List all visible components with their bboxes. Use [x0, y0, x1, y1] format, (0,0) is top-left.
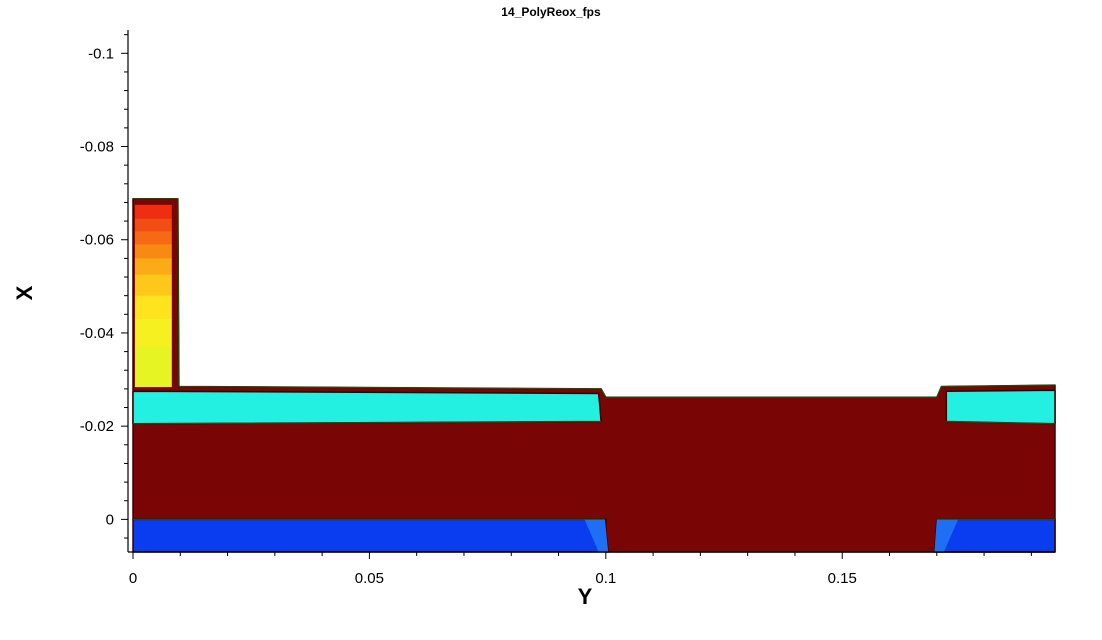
outlines-layer [132, 198, 1056, 520]
interface-outline-3 [946, 421, 1056, 425]
silicon-left-highlight [584, 519, 609, 552]
interface-outline-1 [133, 198, 1056, 398]
y-axis-title: X [12, 285, 37, 300]
x-tick-label: 0.05 [355, 570, 384, 587]
y-tick-label: -0.06 [80, 232, 114, 249]
ticks-layer: 0 0.05 0.1 0.15 -0.1 -0.08 -0.06 -0.04 -0.02 0 [80, 34, 1032, 587]
regions-layer [132, 197, 1056, 553]
poly-band-2 [134, 218, 172, 232]
silicon-right-highlight [934, 519, 959, 552]
poly-band-9 [134, 346, 172, 388]
y-tick-label: -0.02 [80, 418, 114, 435]
poly-band-8 [134, 319, 172, 348]
x-tick-label: 0 [129, 570, 137, 587]
poly-band-4 [134, 244, 172, 259]
poly-band-1 [134, 204, 172, 220]
x-tick-label: 0.1 [595, 570, 616, 587]
region-silicon-left [132, 518, 609, 553]
region-nitride-right [945, 389, 1056, 425]
axes-layer [127, 30, 1055, 553]
region-oxide [132, 197, 1056, 553]
interface-outline-2 [132, 421, 602, 425]
region-nitride-left [132, 390, 602, 425]
y-tick-label: -0.1 [88, 45, 114, 62]
poly-band-3 [134, 231, 172, 245]
x-axis-title: Y [578, 584, 593, 609]
poly-band-5 [134, 258, 172, 276]
chart-title: 14_PolyReox_fps [501, 5, 601, 19]
y-tick-label: -0.08 [80, 139, 114, 156]
poly-band-7 [134, 295, 172, 320]
y-tick-label: -0.04 [80, 325, 114, 342]
y-tick-label: 0 [106, 511, 114, 528]
poly-band-6 [134, 274, 172, 297]
x-tick-label: 0.15 [828, 570, 857, 587]
